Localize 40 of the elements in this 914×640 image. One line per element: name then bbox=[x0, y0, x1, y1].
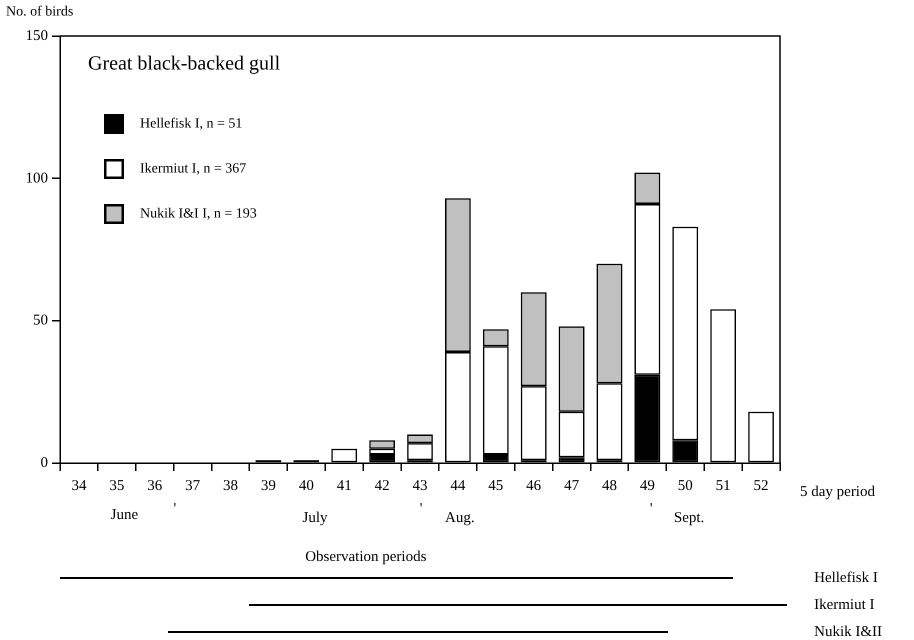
x-axis-title: 5 day period bbox=[800, 484, 876, 500]
x-tick-label: 46 bbox=[526, 478, 542, 494]
legend-label: Nukik I&I I, n = 193 bbox=[140, 206, 257, 222]
x-tick-label: 35 bbox=[109, 478, 124, 494]
x-tick-label: 38 bbox=[223, 478, 238, 494]
legend-label: Ikermiut I, n = 367 bbox=[140, 162, 246, 177]
x-tick-label: 48 bbox=[602, 478, 617, 494]
x-tick-label: 37 bbox=[185, 478, 201, 494]
text: ' bbox=[173, 500, 176, 517]
x-tick-label: 45 bbox=[488, 478, 504, 494]
legend-label: Hellefisk I, n = 51 bbox=[140, 116, 242, 132]
x-tick-label: 40 bbox=[298, 478, 314, 494]
text: Ikermiut I bbox=[814, 596, 875, 613]
text: ' bbox=[420, 500, 423, 517]
x-tick-label: 43 bbox=[412, 478, 428, 494]
text: Observation periods bbox=[305, 548, 427, 565]
x-tick-label: 42 bbox=[374, 478, 390, 494]
text: July bbox=[302, 510, 328, 526]
x-tick-label: 36 bbox=[147, 478, 163, 494]
y-tick-label: 0 bbox=[40, 454, 48, 471]
x-tick-label: 52 bbox=[754, 478, 769, 494]
y-tick-label: 150 bbox=[26, 28, 48, 44]
x-tick-label: 50 bbox=[678, 478, 693, 494]
text: Great black-backed gull bbox=[88, 52, 281, 74]
x-tick-label: 47 bbox=[564, 478, 580, 494]
text: June bbox=[110, 506, 139, 523]
x-tick-label: 39 bbox=[260, 478, 276, 494]
text: ' bbox=[650, 500, 653, 517]
text: Nukik I&II bbox=[814, 624, 882, 640]
text: Aug. bbox=[444, 510, 475, 526]
x-tick-label: 44 bbox=[450, 478, 466, 494]
x-tick-label: 51 bbox=[716, 478, 731, 494]
y-axis-title: No. of birds bbox=[6, 4, 74, 20]
y-tick-label: 100 bbox=[26, 170, 48, 186]
x-tick-label: 34 bbox=[71, 478, 87, 494]
y-tick-label: 50 bbox=[33, 312, 48, 329]
text: Hellefisk I bbox=[814, 570, 878, 586]
text: Sept. bbox=[674, 510, 704, 526]
x-tick-label: 49 bbox=[640, 478, 655, 494]
x-tick-label: 41 bbox=[336, 478, 352, 494]
